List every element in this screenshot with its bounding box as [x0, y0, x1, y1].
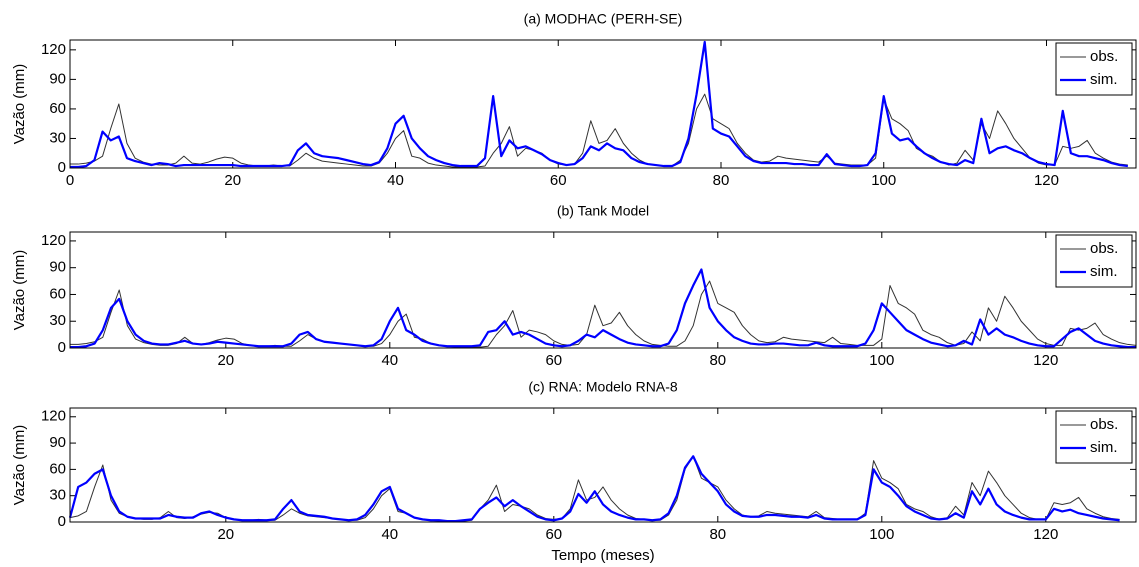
series-line [68, 455, 1120, 523]
x-tick-label: 60 [545, 352, 562, 369]
axes-box [69, 407, 1137, 523]
y-tick-label: 90 [49, 434, 66, 451]
legend-box [1055, 234, 1133, 288]
legend-label: obs. [1090, 240, 1118, 257]
x-tick-label: 100 [869, 352, 894, 369]
y-tick-label: 0 [58, 339, 66, 356]
x-tick-label: 100 [871, 172, 896, 189]
legend-label: sim. [1090, 439, 1118, 456]
y-tick-label: 30 [49, 487, 66, 504]
y-tick-label: 90 [49, 70, 66, 87]
legend-label: obs. [1090, 48, 1118, 65]
y-tick-label: 60 [49, 460, 66, 477]
x-tick-label: 60 [550, 172, 567, 189]
chart-title: (b) Tank Model [557, 203, 649, 219]
y-tick-label: 30 [49, 129, 66, 146]
y-tick-label: 60 [49, 100, 66, 117]
y-tick-label: 120 [41, 41, 66, 58]
legend-box [1055, 42, 1133, 96]
y-tick-label: 90 [49, 259, 66, 276]
y-axis-label: Vazão (mm) [11, 64, 28, 145]
y-axis-label: Vazão (mm) [11, 425, 28, 506]
x-tick-label: 100 [869, 526, 894, 543]
chart-title: (c) RNA: Modelo RNA-8 [528, 379, 678, 395]
x-tick-label: 80 [709, 526, 726, 543]
legend-label: obs. [1090, 416, 1118, 433]
legend-box [1055, 410, 1133, 464]
y-tick-label: 0 [58, 513, 66, 530]
axes-box [69, 231, 1137, 349]
legend-label: sim. [1090, 71, 1118, 88]
x-tick-label: 120 [1033, 352, 1058, 369]
x-tick-label: 40 [387, 172, 404, 189]
x-tick-label: 0 [66, 172, 74, 189]
x-tick-label: 60 [545, 526, 562, 543]
chart-title: (a) MODHAC (PERH-SE) [524, 11, 683, 27]
x-tick-label: 40 [381, 352, 398, 369]
x-tick-label: 20 [224, 172, 241, 189]
legend-label: sim. [1090, 263, 1118, 280]
y-axis-label: Vazão (mm) [11, 250, 28, 331]
axes-box [69, 39, 1137, 169]
y-tick-label: 60 [49, 285, 66, 302]
x-tick-label: 120 [1034, 172, 1059, 189]
x-tick-label: 40 [381, 526, 398, 543]
plot-area [70, 232, 1136, 348]
x-tick-label: 20 [217, 526, 234, 543]
series-line [70, 40, 1128, 169]
series-line [70, 268, 1136, 349]
y-tick-label: 30 [49, 312, 66, 329]
x-axis-label: Tempo (meses) [551, 547, 654, 564]
x-tick-label: 80 [709, 352, 726, 369]
x-tick-label: 20 [217, 352, 234, 369]
y-tick-label: 0 [58, 159, 66, 176]
x-tick-label: 80 [713, 172, 730, 189]
x-tick-label: 120 [1033, 526, 1058, 543]
y-tick-label: 120 [41, 408, 66, 425]
y-tick-label: 120 [41, 232, 66, 249]
